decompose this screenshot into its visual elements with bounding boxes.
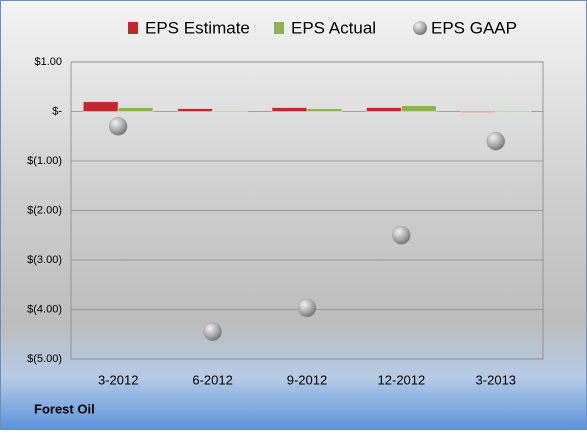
- bar: [271, 107, 308, 113]
- y-tick-label: $(5.00): [27, 353, 62, 365]
- x-tick-label: 3-2012: [98, 372, 138, 387]
- marker: [203, 322, 222, 342]
- marker: [486, 131, 506, 151]
- y-tick-label: $-: [52, 105, 62, 117]
- legend: EPS Estimate EPS Actual EPS GAAP: [128, 18, 517, 37]
- bar: [495, 111, 532, 113]
- marker: [108, 117, 128, 136]
- x-tick-label: 6-2012: [192, 372, 232, 387]
- bar: [306, 108, 343, 112]
- marker: [392, 226, 411, 245]
- bar: [212, 110, 249, 113]
- y-tick-label: $(1.00): [27, 155, 62, 167]
- legend-label: EPS Estimate: [145, 18, 250, 37]
- legend-swatch: [413, 21, 427, 35]
- bar: [117, 107, 154, 113]
- legend-label: EPS GAAP: [431, 18, 517, 37]
- bar: [460, 111, 497, 113]
- y-tick-label: $(2.00): [27, 204, 62, 216]
- y-tick-label: $(3.00): [27, 254, 62, 266]
- caption: Forest Oil: [34, 401, 95, 416]
- legend-swatch: [128, 22, 138, 34]
- x-tick-label: 12-2012: [378, 372, 426, 387]
- x-tick-label: 3-2013: [476, 372, 516, 387]
- bar: [400, 105, 437, 112]
- x-tick-label: 9-2012: [287, 372, 327, 387]
- legend-label: EPS Actual: [291, 18, 376, 37]
- bar: [365, 107, 402, 113]
- bar: [82, 101, 119, 112]
- y-tick-label: $1.00: [34, 56, 62, 68]
- bar: [177, 108, 214, 112]
- legend-swatch: [274, 22, 284, 34]
- y-tick-label: $(4.00): [27, 303, 62, 315]
- marker: [297, 298, 317, 318]
